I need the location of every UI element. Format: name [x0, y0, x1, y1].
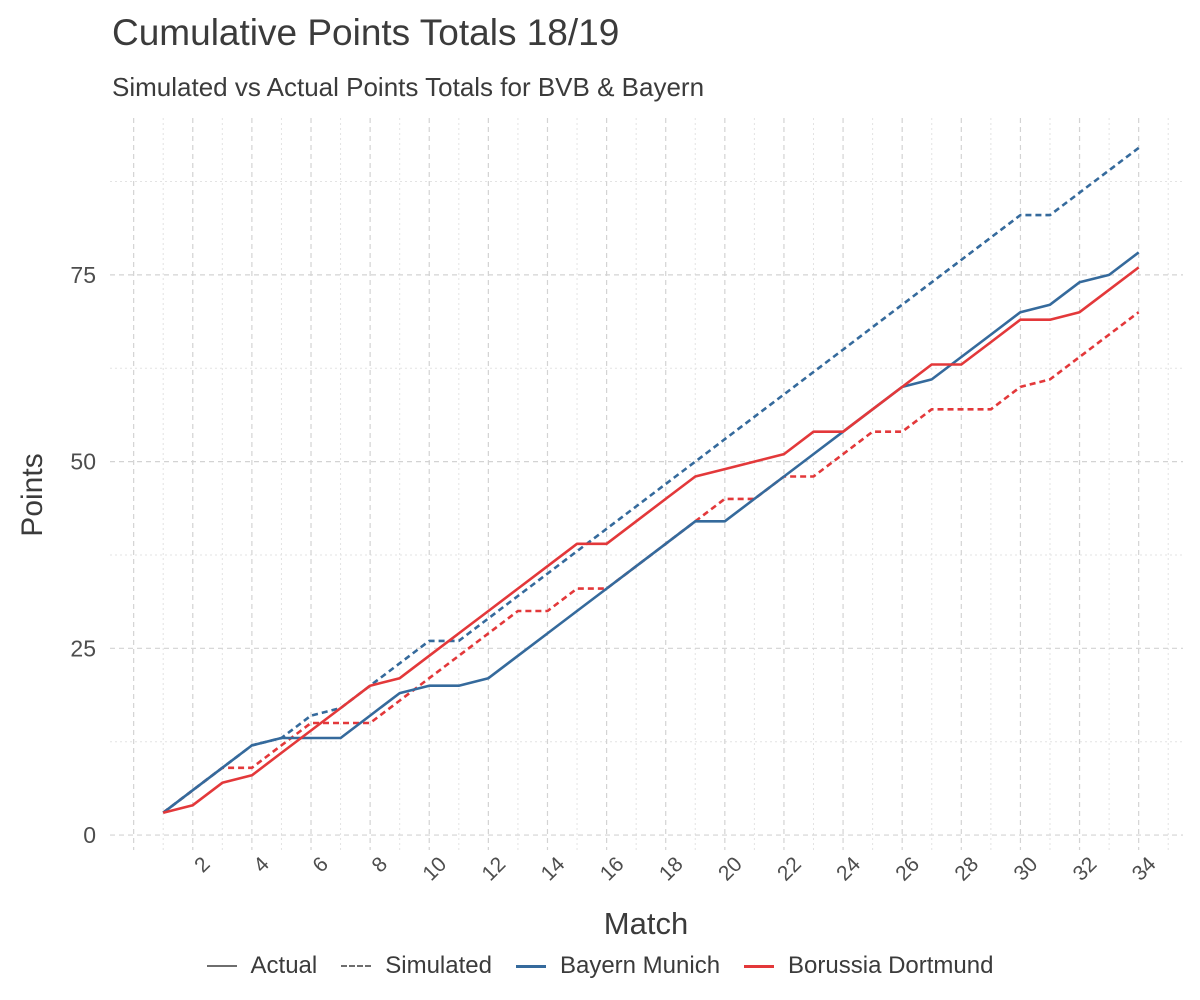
x-tick-label: 24 — [832, 852, 865, 885]
x-tick-label: 22 — [773, 853, 806, 886]
y-axis-ticks: 0 25 50 75 — [70, 262, 96, 848]
x-tick-label: 6 — [308, 853, 333, 878]
legend-label-bayern: Bayern Munich — [559, 952, 721, 979]
x-tick-label: 32 — [1069, 853, 1102, 886]
x-tick-label: 10 — [418, 853, 451, 886]
legend-item-bayern: Bayern Munich — [515, 952, 721, 980]
major-gridlines — [110, 118, 1183, 850]
y-tick-label: 75 — [70, 262, 96, 288]
legend-key-actual — [206, 965, 237, 967]
legend-item-actual: Actual — [206, 952, 318, 980]
legend-key-simulated — [341, 965, 372, 967]
minor-gridlines — [110, 118, 1183, 850]
x-tick-label: 14 — [537, 852, 570, 885]
x-tick-label: 12 — [477, 853, 510, 886]
legend-key-dortmund — [744, 964, 775, 968]
chart-subtitle: Simulated vs Actual Points Totals for BV… — [112, 72, 705, 102]
y-tick-label: 50 — [70, 449, 96, 475]
y-tick-label: 25 — [70, 635, 96, 661]
x-tick-label: 8 — [368, 853, 393, 878]
x-axis-title: Match — [603, 906, 689, 941]
x-tick-label: 28 — [950, 853, 983, 886]
legend-label-simulated: Simulated — [385, 952, 492, 979]
x-tick-label: 34 — [1128, 852, 1161, 885]
legend: Actual Simulated Bayern Munich Borussia … — [0, 952, 1200, 980]
series-line-bayern-simulated — [162, 146, 1140, 814]
legend-item-dortmund: Borussia Dortmund — [744, 952, 993, 980]
chart-title: Cumulative Points Totals 18/19 — [112, 12, 620, 53]
legend-label-actual: Actual — [250, 952, 318, 979]
x-tick-label: 16 — [596, 853, 629, 886]
x-tick-label: 18 — [655, 853, 688, 886]
x-tick-label: 4 — [249, 852, 274, 877]
x-tick-label: 20 — [714, 853, 747, 886]
series-lines — [162, 146, 1140, 814]
x-tick-label: 2 — [190, 853, 215, 878]
legend-item-simulated: Simulated — [341, 952, 492, 980]
legend-label-dortmund: Borussia Dortmund — [788, 952, 994, 979]
legend-key-bayern — [515, 964, 546, 968]
series-line-bayern-actual — [162, 251, 1140, 814]
x-axis-ticks: 2 4 6 8 10 12 14 16 18 20 22 24 26 28 30 32 34 — [190, 852, 1161, 885]
x-tick-label: 30 — [1010, 853, 1043, 886]
x-tick-label: 26 — [891, 853, 924, 886]
y-tick-label: 0 — [83, 822, 96, 848]
series-line-dortmund-actual — [162, 266, 1140, 814]
